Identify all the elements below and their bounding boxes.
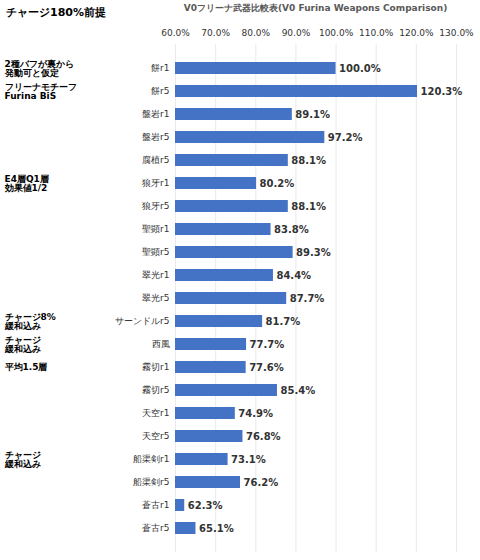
- svg-text:E4層Q1層効果値1/2: E4層Q1層効果値1/2: [4, 174, 49, 193]
- svg-text:翠光r1: 翠光r1: [142, 270, 169, 280]
- svg-text:チャージ緩和込み: チャージ緩和込み: [4, 335, 41, 354]
- svg-text:120.0%: 120.0%: [399, 28, 434, 38]
- svg-text:90.0%: 90.0%: [282, 28, 311, 38]
- svg-text:狼牙r1: 狼牙r1: [142, 178, 169, 188]
- svg-text:盤岩r1: 盤岩r1: [142, 109, 169, 119]
- svg-text:83.8%: 83.8%: [274, 224, 309, 235]
- svg-text:西風: 西風: [152, 339, 170, 349]
- svg-text:120.3%: 120.3%: [421, 86, 463, 97]
- svg-text:船渠剣r5: 船渠剣r5: [133, 477, 169, 487]
- svg-text:盤岩r5: 盤岩r5: [142, 132, 169, 142]
- svg-text:狼牙r5: 狼牙r5: [142, 201, 169, 211]
- svg-text:77.6%: 77.6%: [249, 362, 284, 373]
- svg-text:サーンドルr5: サーンドルr5: [115, 316, 169, 326]
- svg-text:87.7%: 87.7%: [290, 293, 325, 304]
- svg-text:100.0%: 100.0%: [319, 28, 354, 38]
- svg-text:平均1.5層: 平均1.5層: [4, 362, 48, 372]
- svg-text:110.0%: 110.0%: [359, 28, 394, 38]
- svg-text:76.8%: 76.8%: [246, 431, 281, 442]
- html-text:V0フリーナ武器比較表(V0 Furina Weapons: V0フリーナ武器比較表(V0 Furina Weapons Comparison…: [183, 3, 448, 13]
- svg-text:蒼古r1: 蒼古r1: [142, 500, 169, 510]
- svg-text:チャージ8%緩和込み: チャージ8%緩和込み: [4, 312, 56, 331]
- svg-text:霧切r5: 霧切r5: [142, 385, 169, 395]
- svg-text:フリーナモチーフFurina BiS: フリーナモチーフFurina BiS: [5, 82, 77, 101]
- svg-text:97.2%: 97.2%: [328, 132, 363, 143]
- svg-text:聖顕r5: 聖顕r5: [142, 247, 169, 257]
- svg-text:73.1%: 73.1%: [231, 454, 266, 465]
- svg-text:65.1%: 65.1%: [199, 523, 234, 534]
- svg-text:130.0%: 130.0%: [439, 28, 474, 38]
- svg-text:77.7%: 77.7%: [250, 339, 285, 350]
- svg-text:74.9%: 74.9%: [238, 408, 273, 419]
- svg-text:天空r1: 天空r1: [142, 408, 169, 418]
- svg-text:62.3%: 62.3%: [188, 500, 223, 511]
- svg-text:85.4%: 85.4%: [280, 385, 315, 396]
- svg-text:餅r5: 餅r5: [151, 86, 169, 96]
- svg-text:89.1%: 89.1%: [295, 109, 330, 120]
- svg-text:88.1%: 88.1%: [291, 155, 326, 166]
- svg-text:餅r1: 餅r1: [151, 63, 169, 73]
- svg-text:80.2%: 80.2%: [260, 178, 295, 189]
- svg-text:84.4%: 84.4%: [276, 270, 311, 281]
- svg-text:蒼古r5: 蒼古r5: [142, 523, 169, 533]
- svg-text:2種バフが裏から発動可と仮定: 2種バフが裏から発動可と仮定: [4, 59, 74, 78]
- svg-text:70.0%: 70.0%: [201, 28, 230, 38]
- svg-text:聖顕r1: 聖顕r1: [142, 224, 169, 234]
- svg-text:チャージ緩和込み: チャージ緩和込み: [4, 450, 41, 469]
- svg-text:霧切r1: 霧切r1: [142, 362, 169, 372]
- svg-text:腐植r5: 腐植r5: [142, 155, 169, 165]
- svg-text:100.0%: 100.0%: [339, 63, 381, 74]
- svg-text:88.1%: 88.1%: [291, 201, 326, 212]
- svg-text:81.7%: 81.7%: [266, 316, 301, 327]
- svg-text:76.2%: 76.2%: [244, 477, 279, 488]
- svg-text:天空r5: 天空r5: [142, 431, 169, 441]
- svg-text:60.0%: 60.0%: [161, 28, 190, 38]
- svg-text:80.0%: 80.0%: [241, 28, 270, 38]
- svg-text:89.3%: 89.3%: [296, 247, 331, 258]
- svg-text:船渠剣r1: 船渠剣r1: [133, 454, 169, 464]
- html-text:チャージ180%前提: チャージ180%前提: [6, 6, 106, 19]
- svg-text:翠光r5: 翠光r5: [142, 293, 169, 303]
